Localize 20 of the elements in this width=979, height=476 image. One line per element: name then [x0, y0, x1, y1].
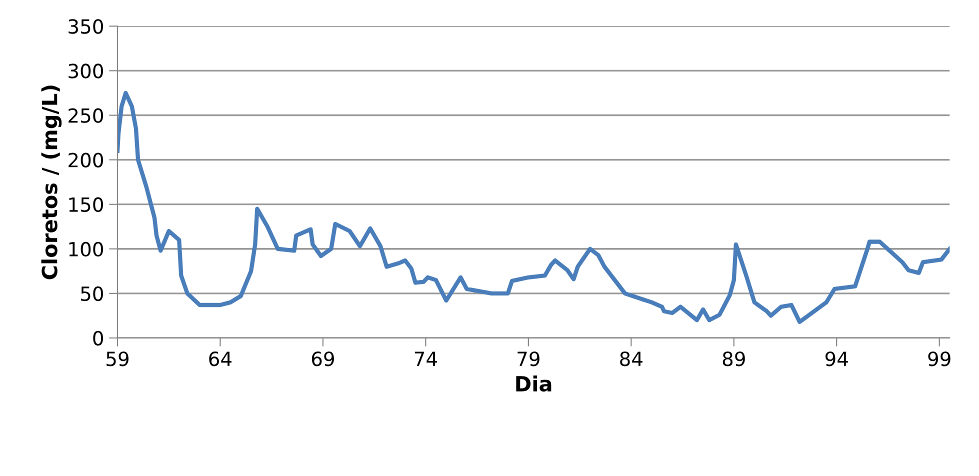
y-tick-label: 50 [81, 286, 103, 302]
y-tick-label: 150 [69, 197, 103, 212]
line-series [117, 90, 950, 324]
x-tick-label: 74 [414, 352, 437, 366]
y-tick-label: 250 [68, 108, 103, 123]
y-tick-label: 100 [69, 242, 103, 257]
x-tick-label: 79 [518, 352, 540, 366]
x-tick-label: 59 [106, 352, 128, 366]
x-tick-label: 99 [928, 352, 950, 366]
y-tick-label: 0 [93, 330, 103, 346]
y-tick-label: 300 [68, 64, 103, 78]
y-axis-title: Cloretos / (mg/L) [41, 86, 62, 280]
x-axis-title: Dia [516, 376, 552, 392]
y-tick-label: 200 [68, 152, 103, 168]
x-tick-label: 94 [825, 352, 848, 366]
x-tick-label: 69 [312, 352, 334, 366]
x-tick-label: 64 [209, 352, 232, 366]
x-tick-label: 89 [722, 352, 745, 366]
x-tick-label: 84 [620, 352, 642, 366]
y-tick-label: 350 [68, 19, 103, 34]
